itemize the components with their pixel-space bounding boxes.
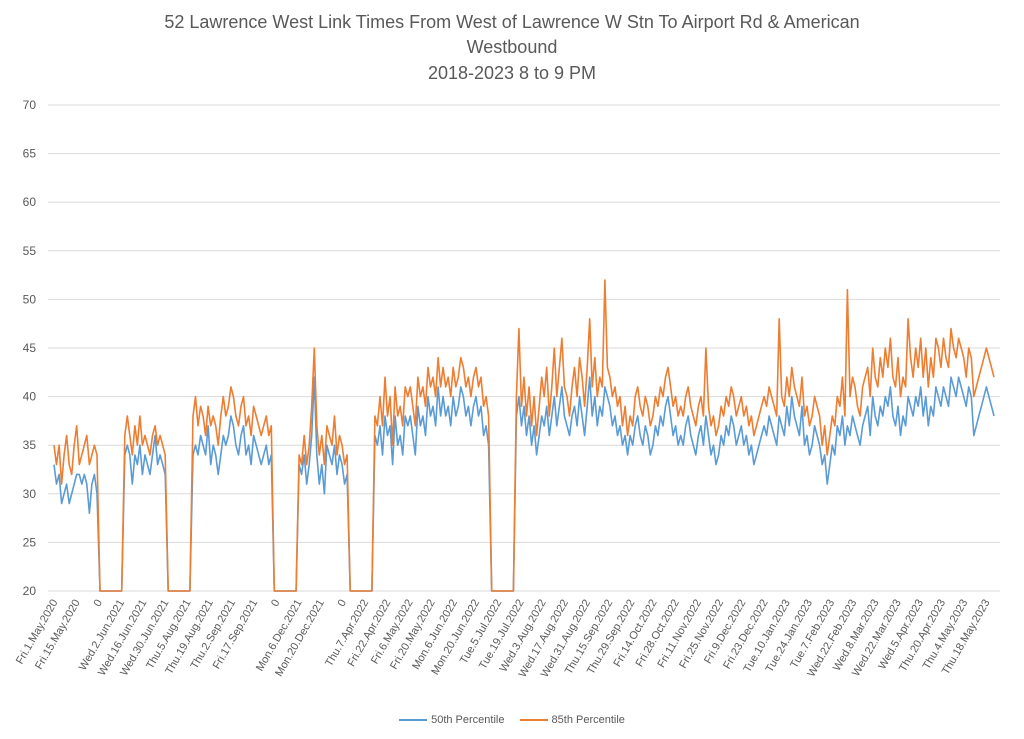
y-tick-label: 55 <box>23 244 37 258</box>
x-tick-label: 0 <box>92 598 105 609</box>
legend-label-p50: 50th Percentile <box>431 714 505 726</box>
y-tick-label: 30 <box>23 487 37 501</box>
series-line-p50 <box>53 376 995 592</box>
chart-title-line-1: 52 Lawrence West Link Times From West of… <box>164 12 860 32</box>
legend-label-p85: 85th Percentile <box>551 714 625 726</box>
x-tick-label: 0 <box>269 597 282 608</box>
y-tick-label: 40 <box>23 390 37 404</box>
legend-item-p50: 50th Percentile <box>399 714 504 726</box>
legend-swatch-p50 <box>399 719 428 721</box>
legend-item-p85: 85th Percentile <box>519 714 625 726</box>
y-tick-label: 20 <box>23 584 37 598</box>
legend-swatch-p85 <box>519 719 548 721</box>
y-tick-label: 65 <box>23 147 37 161</box>
y-tick-label: 25 <box>23 535 37 549</box>
y-tick-label: 45 <box>23 341 37 355</box>
chart-title-line-2: Westbound <box>466 37 558 57</box>
chart-title-line-3: 2018-2023 8 to 9 PM <box>427 63 597 83</box>
legend: 50th Percentile 85th Percentile <box>0 712 1024 726</box>
y-tick-label: 50 <box>23 292 37 306</box>
y-tick-label: 35 <box>23 438 37 452</box>
x-tick-label: 0 <box>336 598 349 609</box>
series-line-p85 <box>53 279 995 592</box>
y-tick-label: 70 <box>23 98 37 112</box>
y-tick-label: 60 <box>23 195 37 209</box>
